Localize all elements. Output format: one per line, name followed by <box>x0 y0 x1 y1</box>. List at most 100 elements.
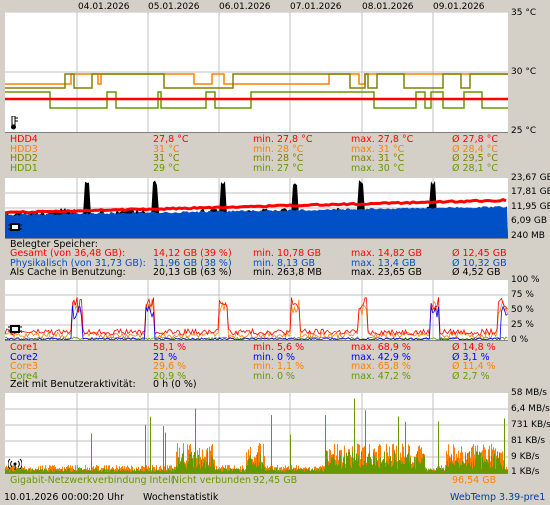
mem-axis-label: 240 MB <box>511 231 545 241</box>
thermometer-icon <box>11 116 18 130</box>
legend-max: max. 30 °C <box>351 163 405 175</box>
legend-avg: Ø 14,8 % <box>452 342 496 353</box>
view-mode: Wochenstatistik <box>143 492 219 503</box>
legend-min: min. 263,8 MB <box>253 267 322 279</box>
net-axis-label: 731 KB/s <box>511 420 550 430</box>
network-antenna-icon <box>8 458 22 470</box>
legend-max: max. 47,2 % <box>351 371 411 383</box>
mem-axis-label: 11,95 GB <box>511 202 550 212</box>
legend-current: 58,1 % <box>153 342 187 353</box>
legend-row: Core1 58,1 % min. 5,6 % max. 68,9 % Ø 14,8 % <box>10 342 550 353</box>
date-label: 07.01.2026 <box>290 2 342 12</box>
legend-current: 31 °C <box>153 153 180 165</box>
legend-min: min. 5,6 % <box>253 342 305 353</box>
mem-axis-label: 17,81 GB <box>511 187 550 197</box>
legend-avg: Ø 2,7 % <box>452 371 490 383</box>
legend-row: Core3 29,6 % min. 1,1 % max. 65,8 % Ø 11,4 % <box>10 361 550 372</box>
network-total-received: 92,45 GB <box>253 475 298 486</box>
legend-current: 20,9 % <box>153 371 187 383</box>
legend-min: min. 27,8 °C <box>253 134 313 145</box>
temperature-graph <box>5 12 508 133</box>
date-label: 06.01.2026 <box>219 2 271 12</box>
legend-current: 29 °C <box>153 163 180 175</box>
legend-current: 29,6 % <box>153 361 187 373</box>
legend-min: min. 0 % <box>253 371 296 383</box>
legend-row: HDD2 31 °C min. 28 °C max. 31 °C Ø 29,5 °C <box>10 153 550 164</box>
legend-current: 31 °C <box>153 143 180 155</box>
network-chart <box>5 393 508 473</box>
legend-min: min. 27 °C <box>253 163 304 175</box>
legend-avg: Ø 3,1 % <box>452 351 490 363</box>
legend-max: max. 14,82 GB <box>351 248 422 259</box>
cpu-chip-icon <box>8 325 22 333</box>
network-adapter-name: Gigabit-Netzwerkverbindung Intel( <box>10 475 175 486</box>
activity-label: Zeit mit Benutzeraktivität: <box>10 379 136 390</box>
mem-axis-label: 6,09 GB <box>511 216 548 226</box>
cpu-axis-label: 0 % <box>511 335 529 345</box>
legend-avg: Ø 11,4 % <box>452 361 496 373</box>
mem-axis-label: 23,67 GB <box>511 173 550 183</box>
legend-name: HDD1 <box>10 163 38 175</box>
legend-avg: Ø 28,1 °C <box>452 163 499 175</box>
legend-name: Core3 <box>10 361 39 373</box>
date-label: 04.01.2026 <box>78 2 130 12</box>
legend-row: HDD4 27,8 °C min. 27,8 °C max. 27,8 °C Ø 27,… <box>10 134 550 145</box>
legend-max: max. 31 °C <box>351 153 405 165</box>
cpu-graph <box>5 280 508 341</box>
temp-axis-label: 30 °C <box>511 67 537 77</box>
legend-current: 20,13 GB (63 %) <box>153 267 232 279</box>
legend-row: HDD1 29 °C min. 27 °C max. 30 °C Ø 28,1 °C <box>10 163 550 174</box>
memory-chip-icon <box>8 223 22 231</box>
legend-min: min. 8,13 GB <box>253 257 316 269</box>
legend-name: Als Cache in Benutzung: <box>10 267 126 279</box>
legend-name: Physikalisch (von 31,73 GB): <box>10 257 146 269</box>
legend-max: max. 27,8 °C <box>351 134 414 145</box>
legend-min: min. 10,78 GB <box>253 248 322 259</box>
network-status: Nicht verbunden <box>172 475 252 486</box>
legend-current: 21 % <box>153 351 178 363</box>
activity-value: 0 h (0 %) <box>153 379 197 390</box>
net-axis-label: 58 MB/s <box>511 388 547 398</box>
cpu-chart <box>5 280 508 340</box>
legend-max: max. 65,8 % <box>351 361 411 373</box>
net-axis-label: 6,4 MB/s <box>511 404 550 414</box>
legend-avg: Ø 29,5 °C <box>452 153 499 165</box>
legend-name: Core1 <box>10 342 39 353</box>
date-label: 05.01.2026 <box>148 2 200 12</box>
legend-max: max. 31 °C <box>351 143 405 155</box>
legend-avg: Ø 12,45 GB <box>452 248 507 259</box>
cpu-axis-label: 100 % <box>511 275 540 285</box>
legend-row: Core4 20,9 % min. 0 % max. 47,2 % Ø 2,7 % <box>10 371 550 382</box>
legend-row: Gesamt (von 36,48 GB): 14,12 GB (39 %) min… <box>10 248 550 259</box>
memory-chart <box>5 178 508 238</box>
network-graph <box>5 393 508 474</box>
legend-avg: Ø 28,4 °C <box>452 143 499 155</box>
net-axis-label: 1 KB/s <box>511 467 540 477</box>
legend-name: Gesamt (von 36,48 GB): <box>10 248 126 259</box>
date-label: 08.01.2026 <box>362 2 414 12</box>
temperature-chart <box>5 12 508 132</box>
cpu-axis-label: 75 % <box>511 290 534 300</box>
status-bar: 10.01.2026 00:00:20 Uhr Wochenstatistik … <box>0 491 550 505</box>
network-total-sent: 96,54 GB <box>452 475 497 486</box>
memory-heading: Belegter Speicher: <box>10 239 98 250</box>
net-axis-label: 81 KB/s <box>511 436 546 446</box>
cpu-axis-label: 50 % <box>511 305 534 315</box>
timestamp: 10.01.2026 00:00:20 Uhr <box>4 492 124 503</box>
net-axis-label: 9 KB/s <box>511 452 540 462</box>
legend-current: 27,8 °C <box>153 134 189 145</box>
legend-name: HDD3 <box>10 143 38 155</box>
legend-name: HDD2 <box>10 153 38 165</box>
legend-row: Core2 21 % min. 0 % max. 42,9 % Ø 3,1 % <box>10 352 550 363</box>
network-row: Gigabit-Netzwerkverbindung Intel( Nicht … <box>10 475 550 486</box>
legend-max: max. 68,9 % <box>351 342 411 353</box>
legend-max: max. 13,4 GB <box>351 257 416 269</box>
legend-name: Core2 <box>10 351 39 363</box>
temp-axis-label: 25 °C <box>511 126 537 136</box>
legend-row: Physikalisch (von 31,73 GB): 11,96 GB (38… <box>10 258 550 269</box>
legend-current: 14,12 GB (39 %) <box>153 248 232 259</box>
legend-avg: Ø 10,32 GB <box>452 257 507 269</box>
legend-avg: Ø 27,8 °C <box>452 134 499 145</box>
legend-min: min. 28 °C <box>253 143 304 155</box>
legend-max: max. 42,9 % <box>351 351 411 363</box>
